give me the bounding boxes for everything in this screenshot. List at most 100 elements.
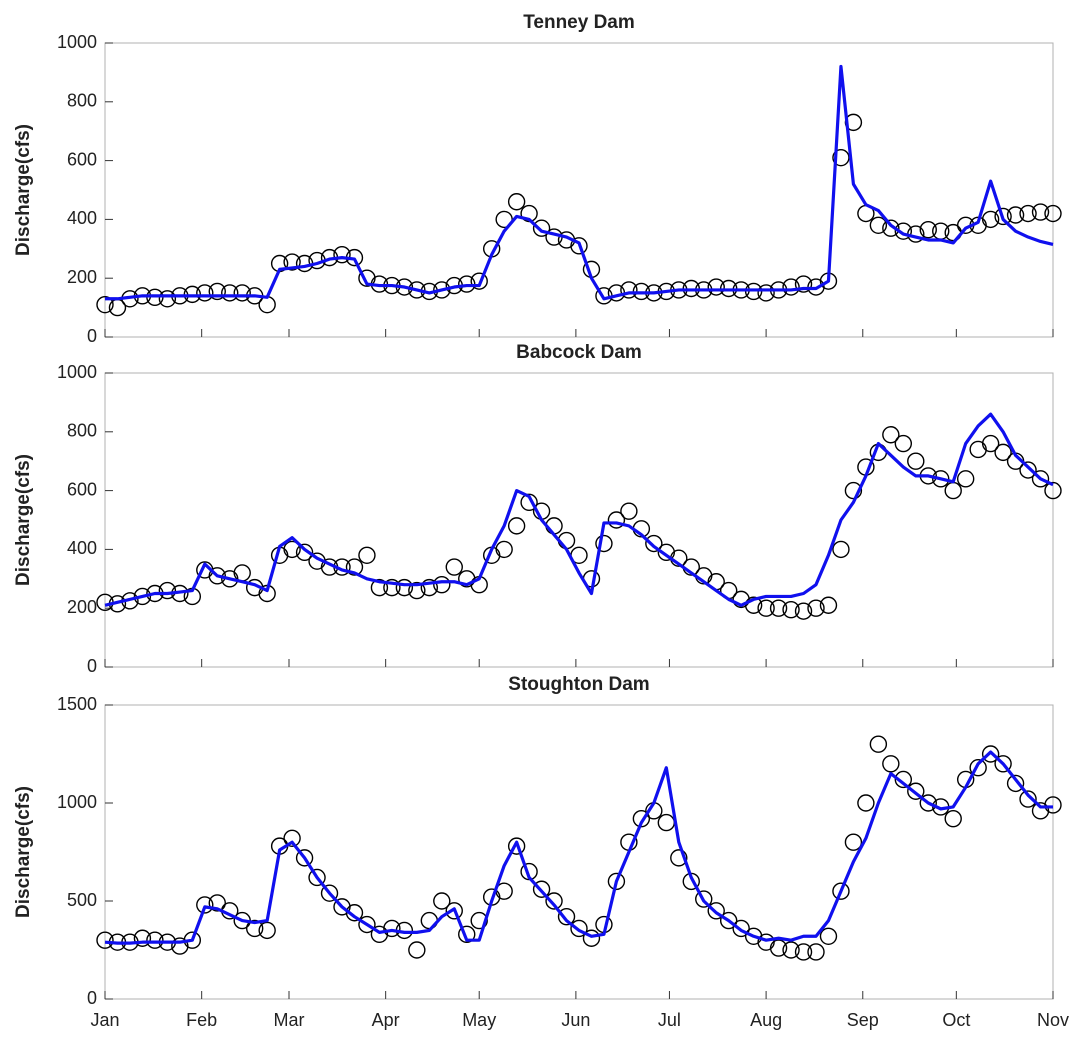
y-tick-label: 200 xyxy=(67,597,97,617)
observed-point xyxy=(1019,204,1037,223)
observed-point xyxy=(320,884,339,902)
x-tick-label: Oct xyxy=(942,1010,970,1030)
observed-point xyxy=(532,219,551,237)
observed-point xyxy=(819,927,838,945)
observed-point xyxy=(994,207,1012,226)
observed-point xyxy=(395,578,414,597)
observed-point xyxy=(295,849,314,867)
simulated-line xyxy=(105,64,1054,301)
observed-point xyxy=(595,534,613,553)
observed-point xyxy=(670,849,688,867)
observed-point xyxy=(969,759,987,777)
observed-point xyxy=(458,925,476,944)
simulated-line xyxy=(104,412,1054,607)
observed-point xyxy=(869,735,888,753)
observed-point xyxy=(707,902,725,920)
observed-point xyxy=(620,502,638,520)
y-tick-label: 600 xyxy=(67,479,97,499)
observed-point xyxy=(208,567,226,585)
x-tick-label: Feb xyxy=(186,1010,217,1030)
observed-point xyxy=(882,219,900,237)
observed-point xyxy=(308,868,326,887)
observed-point xyxy=(919,794,937,812)
x-tick-label: Aug xyxy=(750,1010,782,1030)
observed-point xyxy=(769,599,788,617)
observed-point xyxy=(146,931,164,949)
observed-point xyxy=(408,581,426,600)
chart-title: Babcock Dam xyxy=(516,342,642,363)
observed-point xyxy=(782,941,800,959)
plot-area xyxy=(104,704,1054,1000)
y-tick-label: 500 xyxy=(67,890,97,910)
observed-point xyxy=(433,892,451,910)
observed-point xyxy=(744,596,763,614)
observed-point xyxy=(832,882,850,900)
observed-point xyxy=(944,809,962,828)
observed-point xyxy=(295,543,314,562)
observed-point xyxy=(857,794,875,812)
observed-point xyxy=(1044,796,1062,814)
observed-point xyxy=(894,770,913,789)
y-axis-label: Discharge(cfs) xyxy=(13,124,34,256)
observed-point xyxy=(445,902,463,920)
observed-point xyxy=(96,931,114,949)
observed-point xyxy=(1006,206,1025,224)
observed-point xyxy=(582,929,601,947)
observed-point xyxy=(907,452,925,470)
observed-point xyxy=(981,210,1000,229)
observed-point xyxy=(370,578,389,597)
observed-point xyxy=(158,581,177,600)
y-tick-label: 800 xyxy=(67,91,97,111)
x-tick-label: Jun xyxy=(561,1010,590,1030)
y-tick-label: 1500 xyxy=(57,694,97,714)
observed-point xyxy=(832,148,850,167)
y-tick-label: 200 xyxy=(67,267,97,287)
observed-point xyxy=(383,919,401,938)
observed-point xyxy=(757,284,775,302)
simulated-line xyxy=(104,750,1053,945)
observed-point xyxy=(358,915,376,934)
observed-point xyxy=(433,281,451,299)
observed-point xyxy=(819,596,838,614)
observed-point xyxy=(208,894,226,912)
observed-point xyxy=(832,540,850,559)
x-tick-label: May xyxy=(462,1010,496,1030)
observed-point xyxy=(794,943,813,961)
observed-point xyxy=(981,745,1000,763)
observed-point xyxy=(782,600,800,619)
observed-point xyxy=(607,872,626,891)
observed-point xyxy=(782,278,800,296)
observed-point xyxy=(520,493,538,512)
observed-point xyxy=(283,829,301,847)
observed-point xyxy=(869,216,888,234)
y-tick-label: 0 xyxy=(87,326,97,346)
x-tick-label: Jan xyxy=(90,1010,119,1030)
observed-point xyxy=(1019,790,1037,808)
observed-point xyxy=(345,558,364,576)
observed-point xyxy=(196,896,214,914)
observed-point xyxy=(245,919,264,938)
x-tick-label: Mar xyxy=(273,1010,304,1030)
observed-point xyxy=(757,599,775,617)
x-tick-label: Jul xyxy=(658,1010,681,1030)
observed-point xyxy=(133,587,152,606)
observed-point xyxy=(158,290,177,308)
observed-point xyxy=(383,578,401,597)
observed-point xyxy=(607,511,626,529)
observed-point xyxy=(844,481,863,500)
x-tick-label: Apr xyxy=(372,1010,400,1030)
observed-point xyxy=(570,919,588,938)
observed-point xyxy=(769,939,788,957)
x-tick-label: Sep xyxy=(847,1010,879,1030)
observed-point xyxy=(882,755,900,773)
observed-point xyxy=(221,284,239,302)
observed-point xyxy=(994,443,1012,462)
observed-point xyxy=(1019,461,1037,479)
observed-point xyxy=(1044,204,1062,223)
y-tick-label: 400 xyxy=(67,208,97,228)
observed-point xyxy=(495,540,513,559)
observed-point xyxy=(233,284,251,302)
observed-point xyxy=(1006,774,1025,793)
observed-point xyxy=(719,911,738,930)
